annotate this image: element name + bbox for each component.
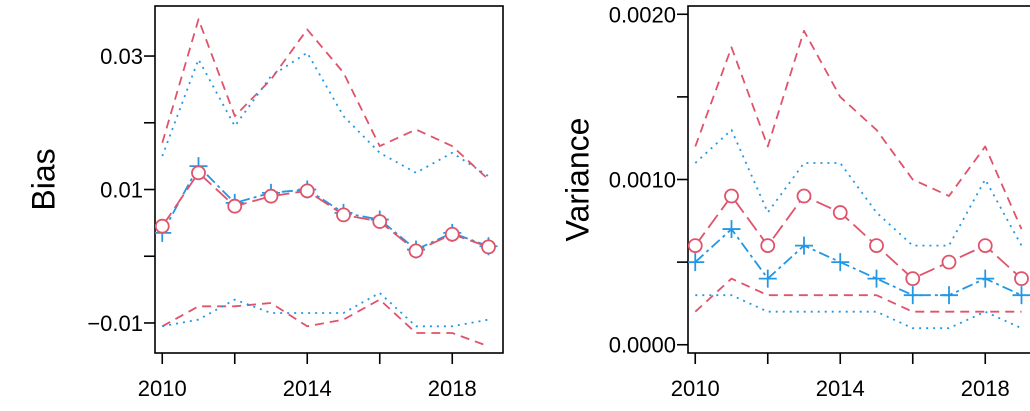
y-tick-label: 0.01 xyxy=(100,178,143,203)
y-tick-label: 0.03 xyxy=(100,44,143,69)
plus-marker xyxy=(758,269,777,288)
y-axis-label: Variance xyxy=(559,118,595,242)
y-tick-label: 0.0000 xyxy=(609,333,676,358)
series-line-blue-dashdot xyxy=(161,165,489,251)
circle-marker xyxy=(832,205,848,220)
bias-panel: −0.01 0.01 0.03 2010 2014 2018 Bias xyxy=(25,5,504,401)
circle-marker xyxy=(869,238,884,253)
plus-marker xyxy=(903,286,922,305)
plus-marker xyxy=(831,253,850,272)
x-tick-label: 2018 xyxy=(961,376,1010,401)
circle-marker xyxy=(688,238,703,253)
plus-marker xyxy=(867,269,886,288)
variance-panel: 0.0000 0.0010 0.0020 2010 2014 2018 Variance xyxy=(559,2,1030,401)
series-line-red-dashed xyxy=(161,298,489,348)
plot-area xyxy=(155,18,498,348)
circle-marker xyxy=(481,239,496,255)
x-tick-label: 2014 xyxy=(283,376,332,401)
y-tick-label: −0.01 xyxy=(87,311,143,336)
series-line-red-longdash xyxy=(161,171,489,252)
circle-marker xyxy=(155,218,170,234)
series-line-blue-dotted xyxy=(695,294,1022,330)
x-tick-label: 2018 xyxy=(428,376,477,401)
circle-marker xyxy=(760,238,776,253)
y-tick-label: 0.0010 xyxy=(609,168,676,193)
series-line-red-dashed xyxy=(161,18,490,181)
y-tick-label: 0.0020 xyxy=(609,2,676,27)
series-line-blue-dotted xyxy=(694,128,1023,247)
circle-marker xyxy=(408,243,424,259)
x-tick-label: 2014 xyxy=(816,376,865,401)
plus-marker xyxy=(795,236,813,255)
series-line-blue-dotted xyxy=(161,51,489,177)
circle-marker xyxy=(724,188,739,204)
plus-marker xyxy=(976,269,995,288)
circle-marker xyxy=(796,188,812,204)
plot-frame xyxy=(154,5,504,354)
circle-marker xyxy=(444,226,460,242)
circle-marker xyxy=(227,198,243,214)
plus-marker xyxy=(688,253,705,272)
plus-marker xyxy=(722,220,741,239)
circle-marker xyxy=(263,188,279,204)
plus-marker xyxy=(940,286,958,305)
circle-marker xyxy=(905,271,921,287)
y-axis-label: Bias xyxy=(25,148,61,210)
circle-marker xyxy=(299,183,315,199)
plot-area xyxy=(688,29,1030,330)
circle-marker xyxy=(941,254,957,270)
x-tick-label: 2010 xyxy=(138,376,187,401)
circle-marker xyxy=(336,207,351,223)
plus-marker xyxy=(1012,286,1030,305)
series-line-blue-dashdot xyxy=(694,228,1022,297)
series-line-blue-dotted xyxy=(162,291,489,328)
circle-marker xyxy=(977,238,993,253)
plot-frame xyxy=(687,5,1030,354)
circle-marker xyxy=(372,214,388,229)
x-tick-label: 2010 xyxy=(671,376,720,401)
series-line-red-longdash xyxy=(694,195,1023,280)
series-line-red-dashed xyxy=(694,277,1022,313)
circle-marker xyxy=(191,165,206,181)
series-line-red-dashed xyxy=(694,29,1023,230)
circle-marker xyxy=(1014,271,1029,287)
